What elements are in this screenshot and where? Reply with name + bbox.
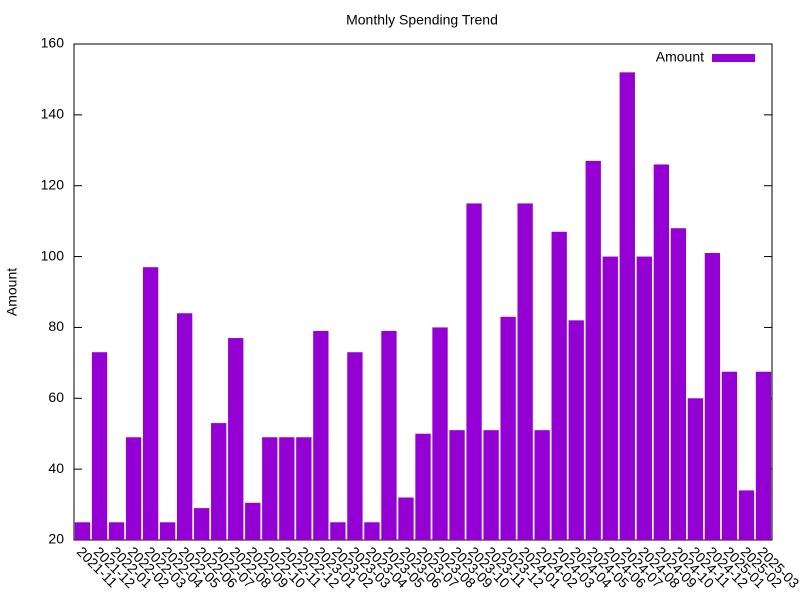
y-axis-label: Amount: [4, 268, 20, 316]
y-tick-label: 80: [48, 318, 64, 334]
bar: [228, 338, 244, 540]
bar: [159, 522, 176, 540]
bar: [125, 437, 142, 540]
bar: [670, 228, 687, 540]
y-tick-label: 20: [48, 531, 64, 547]
bar: [483, 430, 499, 540]
bar: [262, 437, 278, 540]
bar: [585, 160, 601, 540]
bar: [381, 330, 397, 540]
y-tick-label: 60: [48, 389, 64, 405]
bar: [517, 203, 533, 540]
bar: [330, 522, 346, 540]
bar: [653, 164, 670, 540]
bar: [415, 433, 431, 540]
bar: [279, 437, 295, 540]
bar: [398, 497, 414, 540]
bar: [636, 256, 652, 540]
bar: [449, 430, 465, 540]
bar: [619, 72, 635, 540]
bar: [466, 203, 482, 540]
bar: [432, 327, 448, 540]
bar: [534, 430, 550, 540]
y-tick-label: 140: [41, 106, 65, 122]
y-tick-label: 120: [41, 176, 65, 192]
bar: [687, 398, 704, 540]
bar: [176, 313, 193, 540]
bar: [142, 267, 159, 540]
bar: [568, 320, 584, 540]
bar: [211, 423, 227, 540]
chart-title: Monthly Spending Trend: [346, 12, 498, 28]
bar: [602, 256, 618, 540]
y-tick-label: 160: [41, 35, 65, 51]
bar: [108, 522, 125, 540]
bar: [551, 231, 567, 540]
bar: [500, 316, 516, 540]
y-tick-label: 40: [48, 460, 64, 476]
legend-swatch: [712, 54, 755, 62]
bar: [245, 502, 261, 540]
legend-label: Amount: [656, 49, 704, 65]
bar: [347, 352, 363, 540]
bar: [738, 490, 755, 540]
bar: [704, 253, 721, 540]
bar: [313, 330, 329, 540]
bar: [91, 352, 108, 540]
bar: [364, 522, 380, 540]
bar: [194, 508, 210, 540]
y-tick-label: 100: [41, 247, 65, 263]
bar: [755, 371, 772, 540]
bar: [721, 371, 738, 540]
bar: [296, 437, 312, 540]
bar: [74, 522, 91, 540]
